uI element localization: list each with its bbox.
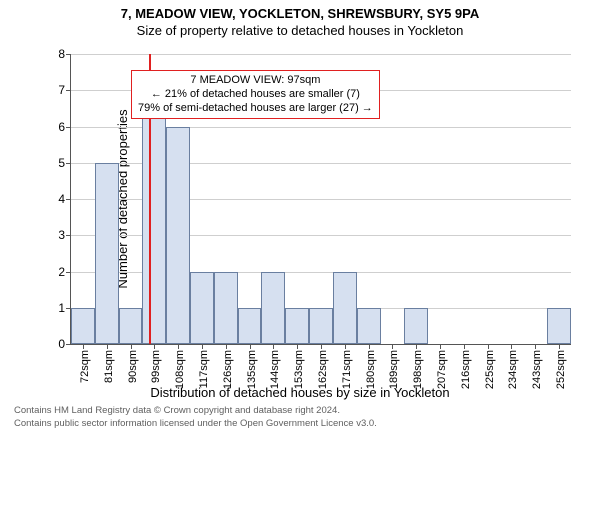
plot-area: 7 MEADOW VIEW: 97sqm ← 21% of detached h…: [70, 54, 571, 345]
xtick-mark: [511, 344, 512, 349]
histogram-bar: [309, 308, 333, 344]
histogram-bar: [190, 272, 214, 345]
xtick-mark: [273, 344, 274, 349]
xtick-label: 189sqm: [388, 350, 400, 389]
ytick-label: 3: [58, 228, 65, 242]
ytick-mark: [66, 163, 71, 164]
histogram-bar: [214, 272, 238, 345]
xtick-label: 99sqm: [150, 350, 162, 383]
xtick-label: 162sqm: [317, 350, 329, 389]
xtick-label: 252sqm: [555, 350, 567, 389]
histogram-bar: [119, 308, 143, 344]
xtick-label: 216sqm: [460, 350, 472, 389]
histogram-bar: [285, 308, 309, 344]
ytick-mark: [66, 127, 71, 128]
xtick-label: 117sqm: [198, 350, 210, 388]
xtick-mark: [131, 344, 132, 349]
histogram-bar: [142, 90, 166, 344]
histogram-bar: [238, 308, 262, 344]
xtick-label: 90sqm: [127, 350, 139, 383]
xtick-label: 198sqm: [412, 350, 424, 389]
xtick-mark: [392, 344, 393, 349]
xtick-mark: [202, 344, 203, 349]
histogram-bar: [95, 163, 119, 344]
xtick-mark: [83, 344, 84, 349]
histogram-bar: [357, 308, 381, 344]
ytick-mark: [66, 272, 71, 273]
ytick-mark: [66, 199, 71, 200]
ytick-label: 2: [58, 265, 65, 279]
ytick-label: 0: [58, 337, 65, 351]
gridline: [71, 54, 571, 55]
ytick-mark: [66, 90, 71, 91]
xtick-label: 180sqm: [365, 350, 377, 389]
xtick-mark: [226, 344, 227, 349]
xtick-label: 72sqm: [79, 350, 91, 383]
ytick-label: 4: [58, 192, 65, 206]
xtick-mark: [535, 344, 536, 349]
xtick-label: 234sqm: [507, 350, 519, 389]
xtick-label: 126sqm: [222, 350, 234, 389]
histogram-bar: [71, 308, 95, 344]
info-line-2: ← 21% of detached houses are smaller (7): [138, 88, 373, 102]
ytick-mark: [66, 344, 71, 345]
xtick-label: 207sqm: [436, 350, 448, 389]
xtick-mark: [178, 344, 179, 349]
xtick-mark: [464, 344, 465, 349]
footer-line-2: Contains public sector information licen…: [14, 417, 586, 430]
xtick-mark: [345, 344, 346, 349]
xtick-mark: [107, 344, 108, 349]
xtick-mark: [488, 344, 489, 349]
xtick-label: 171sqm: [341, 350, 353, 389]
xtick-mark: [369, 344, 370, 349]
ytick-mark: [66, 54, 71, 55]
histogram-chart: 7 MEADOW VIEW: 97sqm ← 21% of detached h…: [20, 44, 580, 404]
xtick-mark: [297, 344, 298, 349]
title-sub: Size of property relative to detached ho…: [0, 23, 600, 38]
xtick-label: 135sqm: [246, 350, 258, 389]
histogram-bar: [261, 272, 285, 345]
xtick-label: 81sqm: [103, 350, 115, 383]
x-axis-label: Distribution of detached houses by size …: [150, 385, 449, 400]
info-line-1: 7 MEADOW VIEW: 97sqm: [138, 74, 373, 88]
xtick-mark: [250, 344, 251, 349]
xtick-mark: [440, 344, 441, 349]
info-box: 7 MEADOW VIEW: 97sqm ← 21% of detached h…: [131, 70, 380, 119]
histogram-bar: [547, 308, 571, 344]
footer-line-1: Contains HM Land Registry data © Crown c…: [14, 404, 586, 417]
footer: Contains HM Land Registry data © Crown c…: [14, 404, 586, 431]
xtick-label: 243sqm: [531, 350, 543, 389]
xtick-mark: [559, 344, 560, 349]
ytick-label: 1: [58, 301, 65, 315]
info-line-3: 79% of semi-detached houses are larger (…: [138, 102, 373, 116]
ytick-mark: [66, 235, 71, 236]
title-main: 7, MEADOW VIEW, YOCKLETON, SHREWSBURY, S…: [0, 6, 600, 21]
xtick-mark: [416, 344, 417, 349]
histogram-bar: [404, 308, 428, 344]
ytick-label: 7: [58, 83, 65, 97]
xtick-label: 144sqm: [269, 350, 281, 389]
xtick-label: 153sqm: [293, 350, 305, 389]
xtick-label: 108sqm: [174, 350, 186, 389]
xtick-label: 225sqm: [484, 350, 496, 389]
xtick-mark: [154, 344, 155, 349]
ytick-label: 5: [58, 156, 65, 170]
xtick-mark: [321, 344, 322, 349]
histogram-bar: [166, 127, 190, 345]
ytick-label: 6: [58, 120, 65, 134]
histogram-bar: [333, 272, 357, 345]
ytick-label: 8: [58, 47, 65, 61]
